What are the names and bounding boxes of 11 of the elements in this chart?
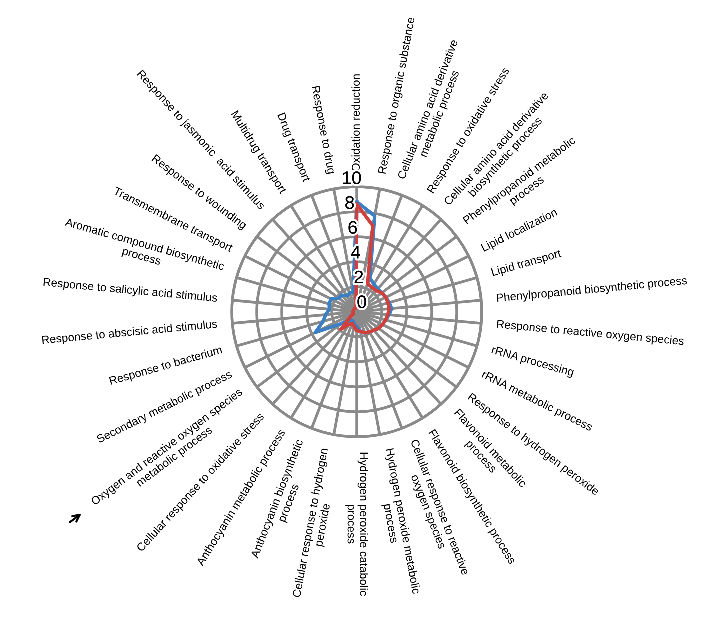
spoke-label: Oxidation reduction [352,74,360,172]
spoke-label: Phenylpropanoid biosynthetic process [496,276,688,304]
y-tick-label: 8 [346,196,354,210]
spoke-label: Lipid transport [491,248,562,279]
spoke-label: Response to salicylic acid stimulus [43,278,218,304]
spoke-label: Response to drug [310,86,336,175]
spoke-label: Response to reactive oxygen species [496,320,684,348]
y-tick-label: 4 [351,246,360,259]
spoke-label: Hydrogen peroxide catabolic process [346,452,368,596]
spoke-label: Response to abscisic acid stimulus [42,320,218,346]
y-tick-label: 10 [343,172,362,184]
